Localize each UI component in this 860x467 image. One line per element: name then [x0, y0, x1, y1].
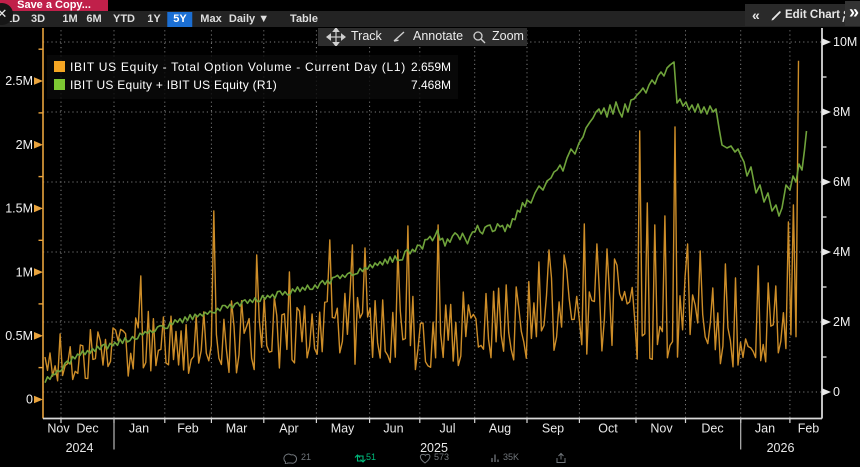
- svg-text:2M: 2M: [833, 315, 850, 329]
- svg-text:10M: 10M: [833, 35, 857, 49]
- svg-text:4M: 4M: [833, 245, 850, 259]
- svg-text:Jul: Jul: [440, 422, 456, 436]
- svg-text:2M: 2M: [16, 138, 33, 152]
- svg-text:Feb: Feb: [177, 422, 199, 436]
- svg-text:2.5M: 2.5M: [5, 74, 33, 88]
- svg-text:Nov: Nov: [47, 422, 70, 436]
- svg-text:8M: 8M: [833, 105, 850, 119]
- svg-text:Aug: Aug: [489, 422, 511, 436]
- svg-text:2025: 2025: [420, 441, 448, 455]
- svg-text:0: 0: [833, 385, 840, 399]
- svg-text:Jun: Jun: [383, 422, 403, 436]
- svg-text:Mar: Mar: [226, 422, 248, 436]
- svg-text:Sep: Sep: [542, 422, 564, 436]
- svg-text:Nov: Nov: [650, 422, 673, 436]
- svg-text:1M: 1M: [16, 265, 33, 279]
- svg-text:Apr: Apr: [279, 422, 298, 436]
- svg-text:1.5M: 1.5M: [5, 202, 33, 216]
- svg-text:0: 0: [26, 393, 33, 407]
- svg-text:6M: 6M: [833, 175, 850, 189]
- svg-text:2024: 2024: [66, 441, 94, 455]
- svg-text:Dec: Dec: [76, 422, 98, 436]
- svg-text:Jan: Jan: [129, 422, 149, 436]
- svg-text:Oct: Oct: [598, 422, 618, 436]
- svg-text:Jan: Jan: [755, 422, 775, 436]
- svg-text:Dec: Dec: [701, 422, 723, 436]
- svg-text:0.5M: 0.5M: [5, 329, 33, 343]
- svg-text:Feb: Feb: [798, 422, 820, 436]
- svg-text:2026: 2026: [767, 441, 795, 455]
- svg-text:May: May: [331, 422, 355, 436]
